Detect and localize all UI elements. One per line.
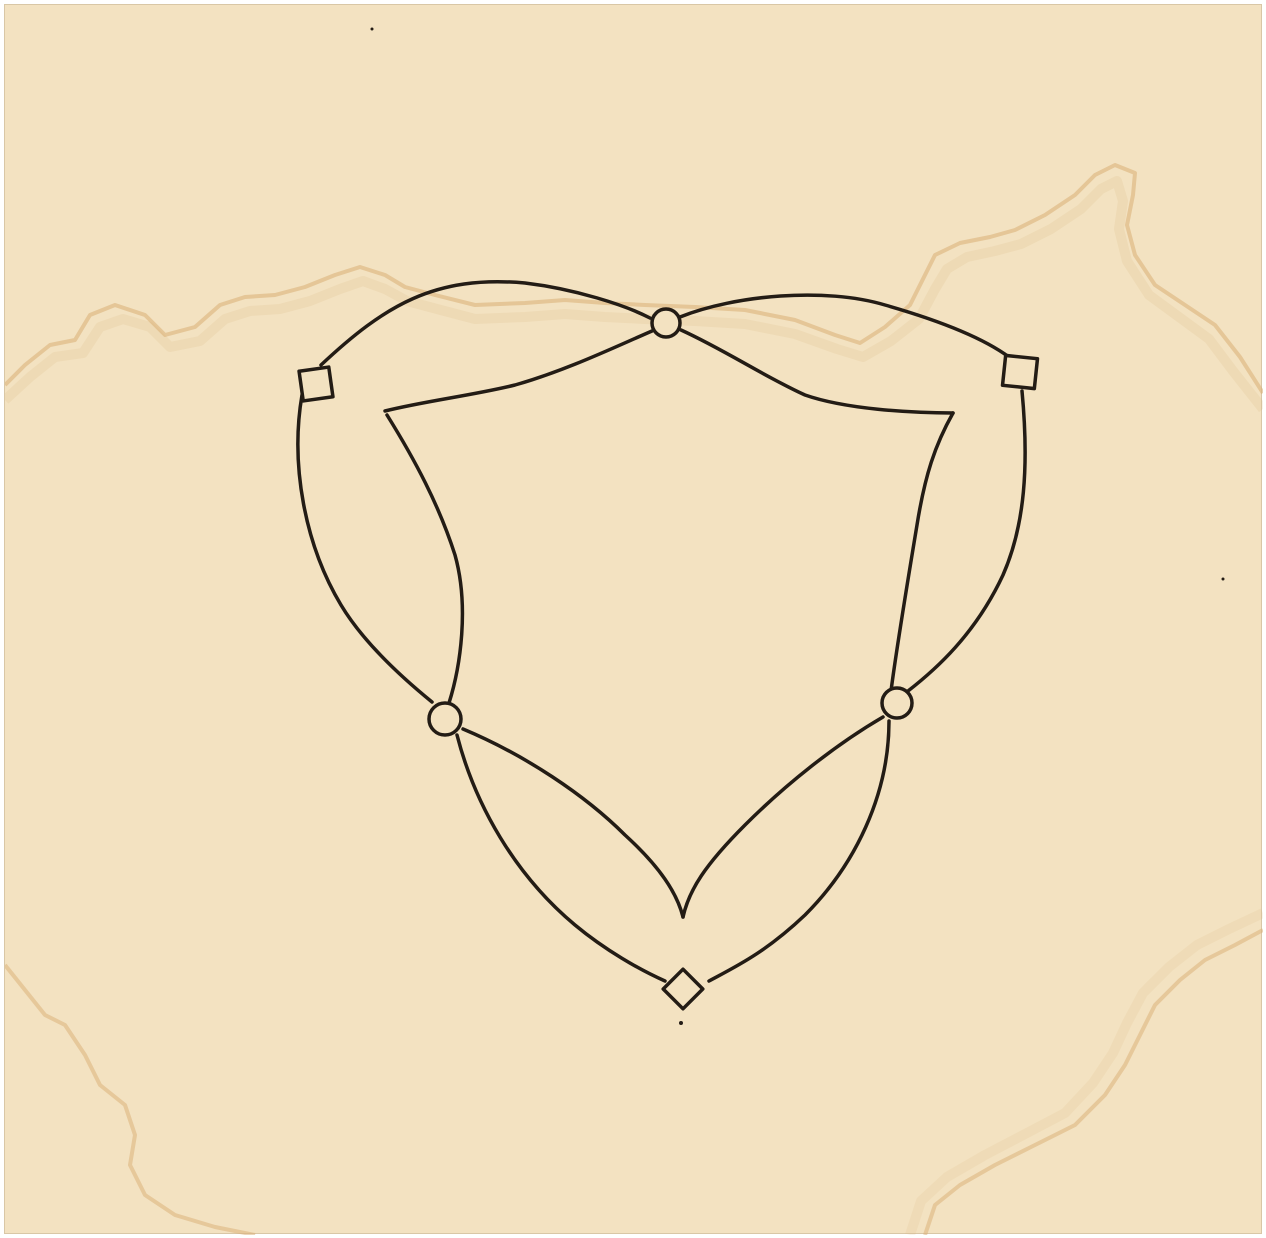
node-top-circle [650, 307, 682, 339]
edge-right-circle-bottom-diamond-outer [707, 719, 891, 983]
edge-top-circle-right-square-outer [678, 293, 1011, 359]
edge-left-square-left-circle-outer [296, 393, 434, 704]
edge-top-circle-right-square-inner [679, 328, 955, 415]
node-bottom-diamond [661, 967, 705, 1011]
lower-stain-edge [5, 963, 256, 1235]
ink-speck [1221, 577, 1225, 581]
edge-right-square-right-circle-inner [889, 411, 955, 693]
ink-speck [679, 1021, 683, 1025]
node-right-circle [880, 686, 914, 720]
edge-right-circle-bottom-diamond-inner [681, 715, 885, 919]
edge-right-square-right-circle-outer [906, 389, 1027, 693]
upper-stain-halo [5, 176, 1263, 413]
edge-left-circle-bottom-diamond-inner [461, 727, 685, 919]
node-left-circle [427, 701, 463, 737]
diagram-drawing [5, 27, 1263, 1235]
lower-right-stain-edge [923, 928, 1263, 1235]
paper-sheet [4, 4, 1263, 1235]
edge-left-square-left-circle-inner [385, 413, 465, 705]
ink-speck [370, 27, 374, 31]
water-stains [5, 163, 1263, 1235]
upper-stain-edge [5, 163, 1263, 395]
node-right-square [1000, 353, 1040, 391]
edge-left-square-top-circle-inner [383, 329, 654, 413]
ink-drawing [296, 27, 1225, 1025]
lower-right-stain-halo [905, 908, 1263, 1235]
edge-left-square-top-circle-outer [319, 280, 652, 367]
node-left-square [297, 365, 335, 403]
edge-left-circle-bottom-diamond-outer [455, 733, 667, 983]
